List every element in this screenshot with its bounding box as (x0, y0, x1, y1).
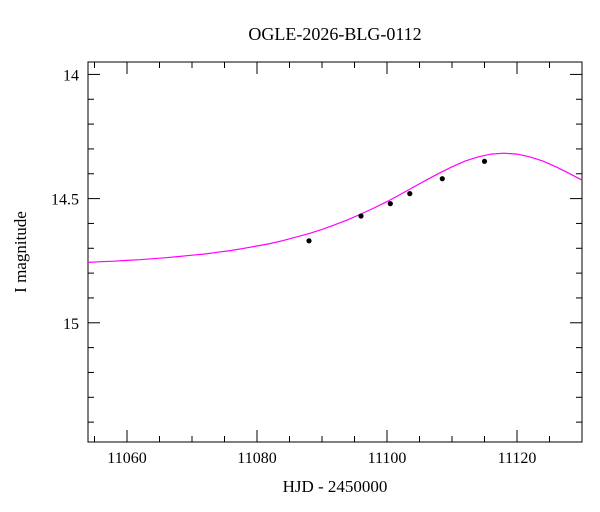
x-tick-label: 11100 (368, 450, 407, 467)
y-tick-label: 14.5 (51, 192, 79, 209)
data-point (407, 191, 413, 197)
plot-frame (87, 61, 583, 443)
x-axis-label: HJD - 2450000 (283, 477, 388, 496)
x-tick-label: 11080 (237, 450, 276, 467)
data-point (387, 201, 393, 207)
data-point (306, 238, 312, 244)
data-point (439, 176, 445, 182)
data-point (481, 158, 488, 164)
chart-title: OGLE-2026-BLG-0112 (248, 24, 421, 44)
data-point (358, 213, 364, 219)
x-tick-label: 11120 (498, 450, 537, 467)
y-tick-label: 14 (63, 67, 79, 84)
y-tick-label: 15 (63, 316, 79, 333)
model-curve (87, 152, 583, 263)
y-axis-label: I magnitude (11, 211, 30, 293)
x-tick-label: 11060 (107, 450, 146, 467)
